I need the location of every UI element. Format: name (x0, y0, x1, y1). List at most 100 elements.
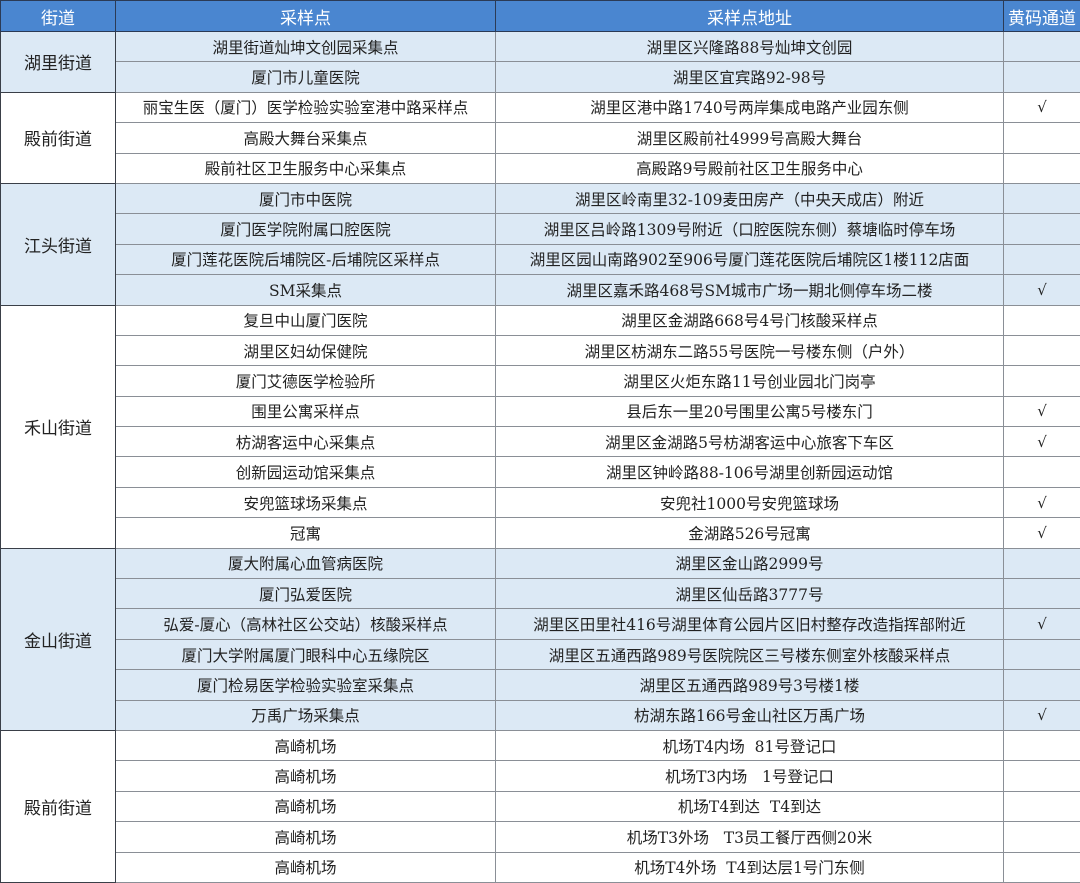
yellow-code-cell (1004, 791, 1080, 821)
site-cell: 复旦中山厦门医院 (116, 305, 496, 335)
address-cell: 湖里区金湖路5号枋湖客运中心旅客下车区 (496, 427, 1004, 457)
table-row: 殿前社区卫生服务中心采集点高殿路9号殿前社区卫生服务中心 (1, 153, 1080, 183)
yellow-code-cell: √ (1004, 518, 1080, 548)
site-cell: 厦门医学院附属口腔医院 (116, 214, 496, 244)
table-row: 高崎机场机场T4外场 T4到达层1号门东侧 (1, 852, 1080, 882)
yellow-code-cell (1004, 457, 1080, 487)
table-row: 弘爱-厦心（高林社区公交站）核酸采样点湖里区田里社416号湖里体育公园片区旧村整… (1, 609, 1080, 639)
site-cell: 厦门市儿童医院 (116, 62, 496, 92)
site-cell: 湖里区妇幼保健院 (116, 335, 496, 365)
site-cell: 厦门市中医院 (116, 183, 496, 213)
yellow-code-cell (1004, 32, 1080, 62)
header-address: 采样点地址 (496, 1, 1004, 32)
table-row: 高崎机场机场T4到达 T4到达 (1, 791, 1080, 821)
street-cell: 金山街道 (1, 548, 116, 730)
site-cell: 厦门艾德医学检验所 (116, 366, 496, 396)
table-row: 厦门莲花医院后埔院区-后埔院区采样点湖里区园山南路902至906号厦门莲花医院后… (1, 244, 1080, 274)
check-icon: √ (1037, 402, 1047, 420)
yellow-code-cell (1004, 761, 1080, 791)
yellow-code-cell: √ (1004, 487, 1080, 517)
site-cell: 厦门莲花医院后埔院区-后埔院区采样点 (116, 244, 496, 274)
table-row: 创新园运动馆采集点湖里区钟岭路88-106号湖里创新园运动馆 (1, 457, 1080, 487)
address-cell: 湖里区田里社416号湖里体育公园片区旧村整存改造指挥部附近 (496, 609, 1004, 639)
check-icon: √ (1037, 615, 1047, 633)
address-cell: 湖里区岭南里32-109麦田房产（中央天成店）附近 (496, 183, 1004, 213)
site-cell: 万禹广场采集点 (116, 700, 496, 730)
check-icon: √ (1037, 494, 1047, 512)
site-cell: 高崎机场 (116, 791, 496, 821)
yellow-code-cell: √ (1004, 700, 1080, 730)
address-cell: 高殿路9号殿前社区卫生服务中心 (496, 153, 1004, 183)
site-cell: 厦门大学附属厦门眼科中心五缘院区 (116, 639, 496, 669)
yellow-code-cell (1004, 214, 1080, 244)
table-row: SM采集点湖里区嘉禾路468号SM城市广场一期北侧停车场二楼√ (1, 275, 1080, 305)
yellow-code-cell (1004, 579, 1080, 609)
table-row: 厦门市儿童医院湖里区宜宾路92-98号 (1, 62, 1080, 92)
table-row: 殿前街道高崎机场机场T4内场 81号登记口 (1, 730, 1080, 760)
yellow-code-cell (1004, 244, 1080, 274)
table-row: 江头街道厦门市中医院湖里区岭南里32-109麦田房产（中央天成店）附近 (1, 183, 1080, 213)
table-row: 厦门弘爱医院湖里区仙岳路3777号 (1, 579, 1080, 609)
header-site: 采样点 (116, 1, 496, 32)
yellow-code-cell (1004, 62, 1080, 92)
site-cell: 安兜篮球场采集点 (116, 487, 496, 517)
table-row: 厦门大学附属厦门眼科中心五缘院区湖里区五通西路989号医院院区三号楼东侧室外核酸… (1, 639, 1080, 669)
check-icon: √ (1037, 281, 1047, 299)
header-street: 街道 (1, 1, 116, 32)
table-row: 冠寓金湖路526号冠寓√ (1, 518, 1080, 548)
address-cell: 机场T4到达 T4到达 (496, 791, 1004, 821)
address-cell: 湖里区宜宾路92-98号 (496, 62, 1004, 92)
site-cell: 围里公寓采样点 (116, 396, 496, 426)
address-cell: 枋湖东路166号金山社区万禹广场 (496, 700, 1004, 730)
street-cell: 禾山街道 (1, 305, 116, 548)
site-cell: 厦大附属心血管病医院 (116, 548, 496, 578)
address-cell: 湖里区金湖路668号4号门核酸采样点 (496, 305, 1004, 335)
address-cell: 湖里区枋湖东二路55号医院一号楼东侧（户外） (496, 335, 1004, 365)
address-cell: 湖里区五通西路989号医院院区三号楼东侧室外核酸采样点 (496, 639, 1004, 669)
address-cell: 湖里区殿前社4999号高殿大舞台 (496, 123, 1004, 153)
yellow-code-cell (1004, 153, 1080, 183)
address-cell: 湖里区港中路1740号两岸集成电路产业园东侧 (496, 92, 1004, 122)
table-row: 湖里街道湖里街道灿坤文创园采集点湖里区兴隆路88号灿坤文创园 (1, 32, 1080, 62)
check-icon: √ (1037, 524, 1047, 542)
yellow-code-cell (1004, 852, 1080, 882)
header-yellow-code: 黄码通道 (1004, 1, 1080, 32)
table-row: 湖里区妇幼保健院湖里区枋湖东二路55号医院一号楼东侧（户外） (1, 335, 1080, 365)
header-row: 街道 采样点 采样点地址 黄码通道 (1, 1, 1080, 32)
street-cell: 殿前街道 (1, 92, 116, 183)
street-cell: 江头街道 (1, 183, 116, 305)
table-row: 高殿大舞台采集点湖里区殿前社4999号高殿大舞台 (1, 123, 1080, 153)
table-row: 禾山街道复旦中山厦门医院湖里区金湖路668号4号门核酸采样点 (1, 305, 1080, 335)
table-row: 围里公寓采样点县后东一里20号围里公寓5号楼东门√ (1, 396, 1080, 426)
table-row: 高崎机场机场T3外场 T3员工餐厅西侧20米 (1, 822, 1080, 852)
site-cell: 创新园运动馆采集点 (116, 457, 496, 487)
site-cell: 高殿大舞台采集点 (116, 123, 496, 153)
yellow-code-cell (1004, 670, 1080, 700)
yellow-code-cell: √ (1004, 609, 1080, 639)
address-cell: 安兜社1000号安兜篮球场 (496, 487, 1004, 517)
yellow-code-cell: √ (1004, 396, 1080, 426)
address-cell: 金湖路526号冠寓 (496, 518, 1004, 548)
table-body: 湖里街道湖里街道灿坤文创园采集点湖里区兴隆路88号灿坤文创园厦门市儿童医院湖里区… (1, 32, 1080, 883)
site-cell: 高崎机场 (116, 730, 496, 760)
table-row: 安兜篮球场采集点安兜社1000号安兜篮球场 √ (1, 487, 1080, 517)
address-cell: 湖里区钟岭路88-106号湖里创新园运动馆 (496, 457, 1004, 487)
table-row: 厦门艾德医学检验所湖里区火炬东路11号创业园北门岗亭 (1, 366, 1080, 396)
yellow-code-cell (1004, 639, 1080, 669)
table-row: 厦门检易医学检验实验室采集点湖里区五通西路989号3号楼1楼 (1, 670, 1080, 700)
check-icon: √ (1037, 433, 1047, 451)
table-row: 金山街道厦大附属心血管病医院湖里区金山路2999号 (1, 548, 1080, 578)
address-cell: 湖里区兴隆路88号灿坤文创园 (496, 32, 1004, 62)
site-cell: 弘爱-厦心（高林社区公交站）核酸采样点 (116, 609, 496, 639)
yellow-code-cell (1004, 548, 1080, 578)
site-cell: 厦门弘爱医院 (116, 579, 496, 609)
site-cell: 高崎机场 (116, 761, 496, 791)
site-cell: 高崎机场 (116, 822, 496, 852)
site-cell: 枋湖客运中心采集点 (116, 427, 496, 457)
check-icon: √ (1037, 706, 1047, 724)
table-row: 高崎机场机场T3内场 1号登记口 (1, 761, 1080, 791)
address-cell: 机场T4外场 T4到达层1号门东侧 (496, 852, 1004, 882)
site-cell: 高崎机场 (116, 852, 496, 882)
address-cell: 湖里区五通西路989号3号楼1楼 (496, 670, 1004, 700)
street-cell: 湖里街道 (1, 32, 116, 93)
